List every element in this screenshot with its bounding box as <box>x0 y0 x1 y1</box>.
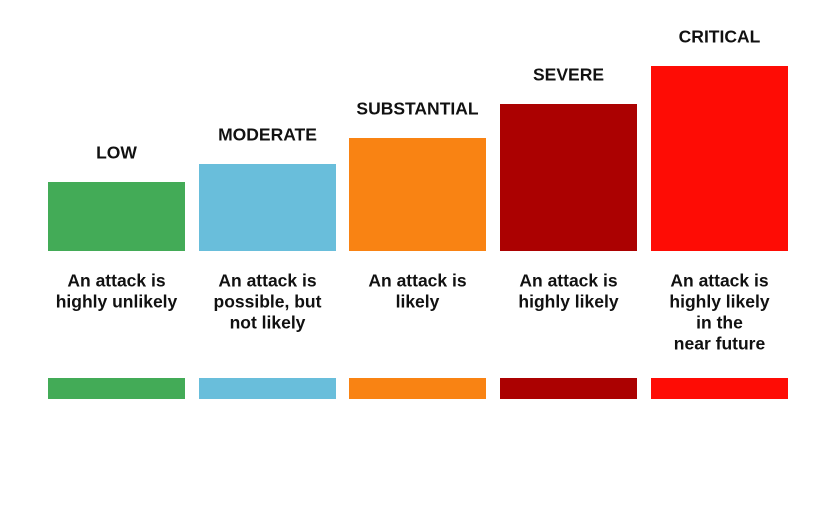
level-strip <box>500 378 637 399</box>
level-name: LOW <box>96 143 137 163</box>
level-name: CRITICAL <box>679 27 761 47</box>
level-bar <box>651 66 788 251</box>
level-name: MODERATE <box>218 125 317 145</box>
level-description: An attack is <box>670 271 768 291</box>
level-bar <box>349 138 486 251</box>
level-description: likely <box>396 292 440 312</box>
level-description: not likely <box>230 313 306 333</box>
level-bar <box>500 104 637 251</box>
level-description: highly likely <box>518 292 618 312</box>
level-description: possible, but <box>214 292 322 312</box>
level-strip <box>651 378 788 399</box>
level-description: highly unlikely <box>56 292 178 312</box>
level-name: SEVERE <box>533 65 604 85</box>
level-description: highly likely <box>669 292 769 312</box>
level-name: SUBSTANTIAL <box>356 99 478 119</box>
level-description: near future <box>674 334 766 354</box>
level-description: An attack is <box>368 271 466 291</box>
level-strip <box>48 378 185 399</box>
level-description: in the <box>696 313 743 333</box>
level-bar <box>48 182 185 251</box>
level-description: An attack is <box>218 271 316 291</box>
level-strip <box>349 378 486 399</box>
level-bar <box>199 164 336 251</box>
level-strip <box>199 378 336 399</box>
level-description: An attack is <box>519 271 617 291</box>
level-description: An attack is <box>67 271 165 291</box>
